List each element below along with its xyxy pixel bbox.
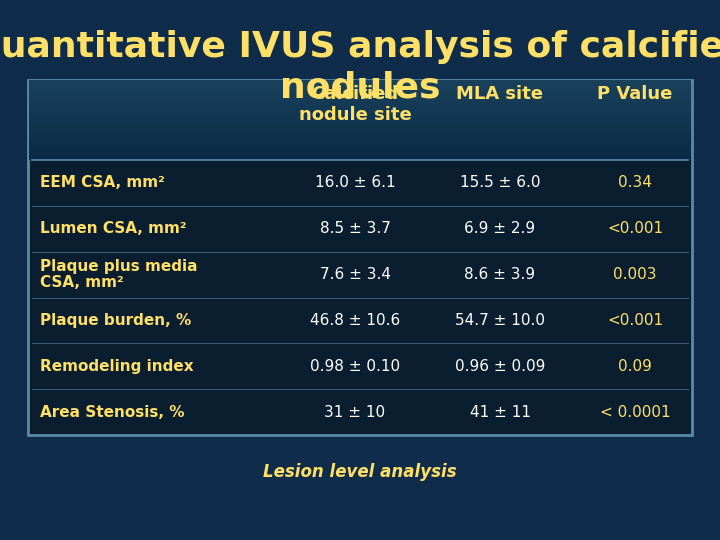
Text: Lumen CSA, mm²: Lumen CSA, mm²	[40, 221, 186, 237]
Text: Calcified
nodule site: Calcified nodule site	[299, 85, 411, 124]
Bar	[29, 136, 691, 138]
Bar	[29, 122, 691, 124]
Text: 7.6 ± 3.4: 7.6 ± 3.4	[320, 267, 390, 282]
Bar	[29, 133, 691, 136]
Text: 31 ± 10: 31 ± 10	[325, 404, 386, 420]
Text: Lesion level analysis: Lesion level analysis	[264, 463, 456, 481]
Bar	[29, 125, 691, 128]
Bar	[29, 93, 691, 96]
Bar	[29, 139, 691, 142]
Text: 0.003: 0.003	[613, 267, 657, 282]
Text: 6.9 ± 2.9: 6.9 ± 2.9	[464, 221, 536, 237]
Text: 41 ± 11: 41 ± 11	[469, 404, 531, 420]
Text: EEM CSA, mm²: EEM CSA, mm²	[40, 176, 165, 191]
Bar	[29, 91, 691, 94]
Text: 15.5 ± 6.0: 15.5 ± 6.0	[460, 176, 540, 191]
Text: Area Stenosis, %: Area Stenosis, %	[40, 404, 184, 420]
Bar	[29, 132, 691, 134]
Bar	[29, 145, 691, 148]
Bar	[29, 116, 691, 118]
Text: MLA site: MLA site	[456, 85, 544, 103]
Bar	[29, 152, 691, 154]
Text: 8.6 ± 3.9: 8.6 ± 3.9	[464, 267, 536, 282]
Bar	[29, 102, 691, 104]
Text: 46.8 ± 10.6: 46.8 ± 10.6	[310, 313, 400, 328]
Bar	[29, 153, 691, 156]
Bar	[29, 90, 691, 92]
Bar	[29, 98, 691, 100]
Text: 0.09: 0.09	[618, 359, 652, 374]
Bar	[29, 144, 691, 146]
Text: <0.001: <0.001	[607, 313, 663, 328]
Text: 0.96 ± 0.09: 0.96 ± 0.09	[455, 359, 545, 374]
Text: < 0.0001: < 0.0001	[600, 404, 670, 420]
Bar	[29, 113, 691, 116]
Bar	[29, 127, 691, 130]
Bar	[29, 99, 691, 102]
Text: Remodeling index: Remodeling index	[40, 359, 194, 374]
Bar	[29, 79, 691, 82]
Text: 54.7 ± 10.0: 54.7 ± 10.0	[455, 313, 545, 328]
Bar	[29, 138, 691, 140]
Text: Quantitative IVUS analysis of calcified
nodules: Quantitative IVUS analysis of calcified …	[0, 30, 720, 105]
Bar	[29, 105, 691, 108]
Bar	[29, 107, 691, 110]
Bar	[29, 87, 691, 90]
Bar	[29, 85, 691, 88]
Text: P Value: P Value	[598, 85, 672, 103]
Bar	[29, 84, 691, 86]
Text: 0.98 ± 0.10: 0.98 ± 0.10	[310, 359, 400, 374]
Bar	[29, 96, 691, 98]
Bar	[29, 130, 691, 132]
Bar	[29, 147, 691, 150]
Bar	[29, 104, 691, 106]
Bar	[29, 158, 691, 160]
Text: 0.34: 0.34	[618, 176, 652, 191]
Text: 8.5 ± 3.7: 8.5 ± 3.7	[320, 221, 390, 237]
Bar	[29, 124, 691, 126]
Bar	[29, 141, 691, 144]
Text: 16.0 ± 6.1: 16.0 ± 6.1	[315, 176, 395, 191]
Bar	[29, 119, 691, 122]
Text: Plaque burden, %: Plaque burden, %	[40, 313, 192, 328]
Bar	[29, 111, 691, 114]
Bar	[29, 82, 691, 84]
Bar	[28, 80, 692, 435]
Text: Plaque plus media
CSA, mm²: Plaque plus media CSA, mm²	[40, 259, 197, 291]
Bar	[29, 150, 691, 152]
Bar	[29, 156, 691, 158]
Text: <0.001: <0.001	[607, 221, 663, 237]
Bar	[29, 110, 691, 112]
Bar	[29, 118, 691, 120]
